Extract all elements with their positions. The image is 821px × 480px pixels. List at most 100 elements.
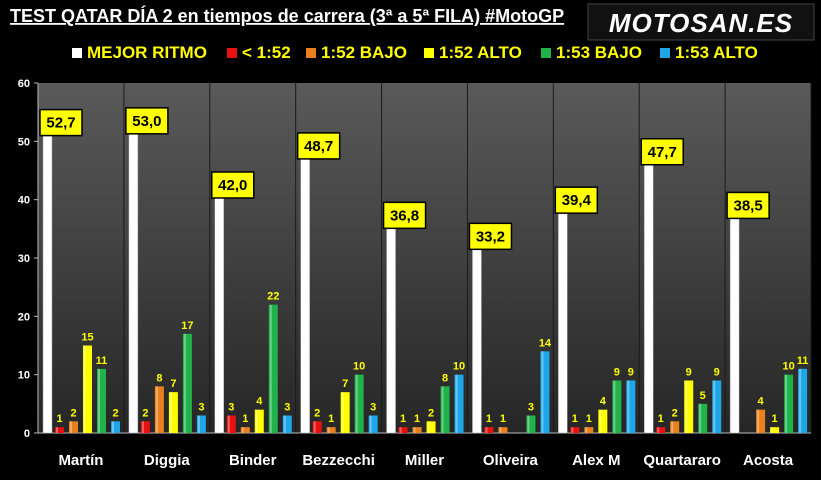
data-label: 7 <box>342 378 348 390</box>
bar <box>240 427 250 433</box>
motosan-logo: MOTOSAN.ES <box>587 3 815 41</box>
data-label: 1 <box>586 413 592 425</box>
bar <box>712 380 722 433</box>
data-label: 3 <box>284 402 290 414</box>
legend-label: 1:52 BAJO <box>321 43 407 62</box>
bar <box>558 202 568 434</box>
data-label: 2 <box>70 407 76 419</box>
logo-text: MOTOSAN.ES <box>609 8 793 38</box>
bar-highlight <box>155 386 158 433</box>
bar <box>254 409 264 433</box>
legend-label: 1:53 BAJO <box>556 43 642 62</box>
x-category-label: Martín <box>58 452 103 469</box>
bar-highlight <box>313 421 316 433</box>
bar <box>729 208 740 434</box>
x-category-label: Miller <box>405 452 444 469</box>
bar <box>154 386 164 433</box>
legend-swatch <box>660 48 670 58</box>
bar <box>111 421 120 433</box>
bar-highlight <box>541 351 544 433</box>
bar-highlight <box>355 374 358 433</box>
legend-swatch <box>541 48 551 58</box>
bar-highlight <box>785 374 788 433</box>
bar-highlight <box>241 427 244 433</box>
bar-highlight <box>613 380 616 433</box>
bar-highlight <box>771 427 774 433</box>
callout-label: 47,7 <box>648 144 677 161</box>
bar-highlight <box>141 421 144 433</box>
callout-box <box>382 201 427 230</box>
bar-highlight <box>413 427 416 433</box>
bars <box>42 123 808 434</box>
bar <box>97 368 106 433</box>
bar-highlight <box>283 415 286 433</box>
bar-highlight <box>399 427 402 433</box>
callout-box <box>125 107 169 135</box>
bar <box>386 218 396 434</box>
data-label: 15 <box>81 332 93 344</box>
bar <box>412 427 422 433</box>
bar <box>326 427 336 433</box>
data-label: 1 <box>658 413 664 425</box>
callout-box <box>726 191 770 220</box>
data-label: 1 <box>772 413 778 425</box>
bar-highlight <box>671 421 674 433</box>
bar-highlight <box>499 427 502 433</box>
bar <box>83 345 92 433</box>
bar <box>268 304 278 433</box>
callout-label: 48,7 <box>304 138 333 155</box>
bar <box>670 421 680 433</box>
bar-highlight <box>685 380 688 433</box>
data-label: 1 <box>486 413 492 425</box>
bar-highlight <box>227 415 230 433</box>
bar <box>584 427 594 433</box>
bar <box>426 421 436 433</box>
bar <box>196 415 206 433</box>
data-label: 9 <box>714 367 720 379</box>
data-label: 3 <box>370 402 376 414</box>
data-label: 9 <box>686 367 692 379</box>
callout-box <box>640 138 684 166</box>
bar <box>798 368 808 433</box>
data-label: 1 <box>572 413 578 425</box>
bar <box>368 415 378 433</box>
x-category-label: Quartararo <box>643 452 721 469</box>
bar <box>770 427 780 433</box>
bar-highlight <box>713 380 716 433</box>
bar-highlight <box>427 421 430 433</box>
legend-swatch <box>306 48 316 58</box>
legend-label: 1:52 ALTO <box>439 43 522 62</box>
x-category-label: Binder <box>229 452 277 469</box>
legend-label: 1:53 ALTO <box>675 43 758 62</box>
bar <box>472 239 482 434</box>
bar-highlight <box>757 409 760 433</box>
bar-highlight <box>98 368 100 433</box>
x-category-label: Bezzecchi <box>302 452 375 469</box>
callouts: 52,7 53,0 42,0 48,7 36,8 33,2 39,4 47,7 38,5 <box>39 107 770 251</box>
callout-box <box>211 171 255 199</box>
data-label: 2 <box>672 407 678 419</box>
data-label: 22 <box>267 291 279 303</box>
y-tick-label: 40 <box>18 195 30 207</box>
y-tick-label: 10 <box>18 370 30 382</box>
callout-box <box>39 108 83 137</box>
bar <box>226 415 236 433</box>
y-tick-label: 50 <box>18 136 30 148</box>
bar <box>140 421 150 433</box>
y-tick-label: 20 <box>18 311 30 323</box>
data-label: 9 <box>628 367 634 379</box>
data-label: 3 <box>198 402 204 414</box>
data-label: 1 <box>414 413 420 425</box>
callout-label: 52,7 <box>46 115 75 132</box>
bar-highlight <box>197 415 200 433</box>
x-category-label: Acosta <box>743 452 794 469</box>
bar-highlight <box>369 415 372 433</box>
bar <box>570 427 580 433</box>
bar <box>340 392 350 433</box>
bar <box>756 409 766 433</box>
x-axis: Martín Diggia Binder Bezzecchi Miller Oliveir… <box>58 452 793 469</box>
bar-highlight <box>112 421 114 433</box>
bar <box>214 187 225 434</box>
